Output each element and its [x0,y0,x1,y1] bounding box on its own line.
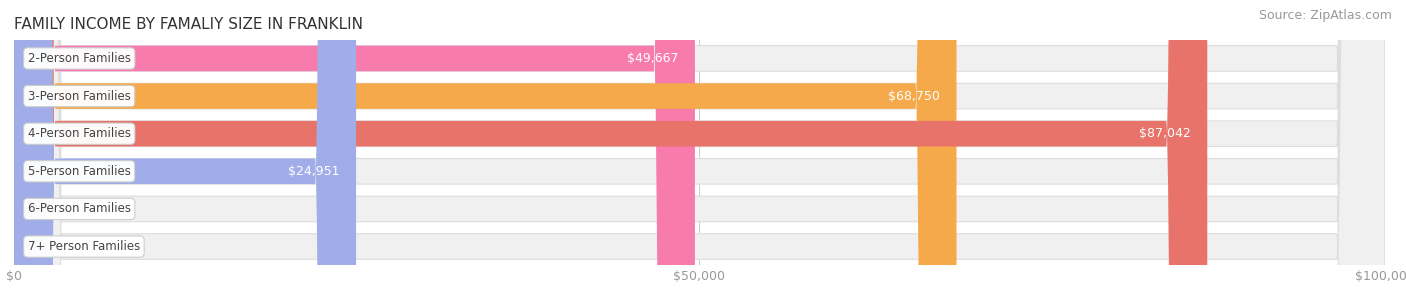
Text: FAMILY INCOME BY FAMALIY SIZE IN FRANKLIN: FAMILY INCOME BY FAMALIY SIZE IN FRANKLI… [14,16,363,31]
Text: 6-Person Families: 6-Person Families [28,203,131,215]
Text: 7+ Person Families: 7+ Person Families [28,240,141,253]
Text: 2-Person Families: 2-Person Families [28,52,131,65]
FancyBboxPatch shape [14,0,1208,305]
FancyBboxPatch shape [14,0,1385,305]
FancyBboxPatch shape [14,0,1385,305]
Text: $24,951: $24,951 [288,165,340,178]
FancyBboxPatch shape [14,0,1385,305]
Text: $68,750: $68,750 [889,90,941,102]
FancyBboxPatch shape [14,0,1385,305]
Text: $87,042: $87,042 [1139,127,1191,140]
FancyBboxPatch shape [14,0,356,305]
FancyBboxPatch shape [14,0,1385,305]
FancyBboxPatch shape [14,0,695,305]
Text: $0: $0 [31,240,46,253]
Text: $0: $0 [31,203,46,215]
Text: 4-Person Families: 4-Person Families [28,127,131,140]
Text: 3-Person Families: 3-Person Families [28,90,131,102]
FancyBboxPatch shape [14,0,1385,305]
Text: $49,667: $49,667 [627,52,679,65]
Text: 5-Person Families: 5-Person Families [28,165,131,178]
Text: Source: ZipAtlas.com: Source: ZipAtlas.com [1258,9,1392,22]
FancyBboxPatch shape [14,0,956,305]
